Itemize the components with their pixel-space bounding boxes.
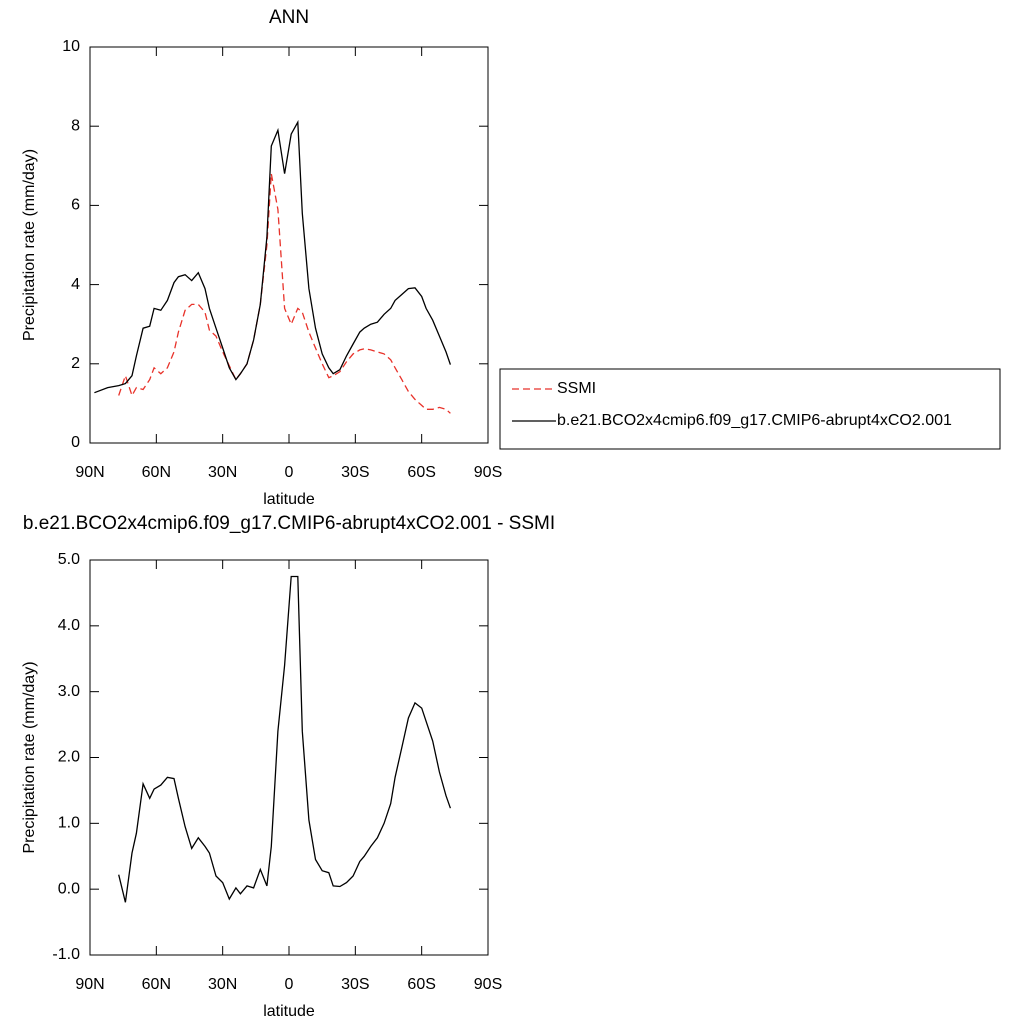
x-tick-label: 90S: [474, 976, 502, 993]
y-tick-label: 4: [71, 276, 80, 293]
x-tick-label: 0: [285, 464, 294, 481]
x-tick-label: 0: [285, 976, 294, 993]
y-tick-label: 0.0: [58, 880, 80, 897]
chart-title: b.e21.BCO2x4cmip6.f09_g17.CMIP6-abrupt4x…: [23, 513, 555, 534]
x-tick-label: 60N: [142, 976, 171, 993]
data-line: [94, 119, 452, 394]
y-tick-label: 2: [71, 355, 80, 372]
x-tick-label: 30S: [341, 976, 369, 993]
data-line: [118, 173, 451, 414]
x-tick-label: 60S: [407, 464, 435, 481]
x-axis-label: latitude: [263, 491, 315, 508]
plot-frame: [89, 46, 489, 444]
chart-title: ANN: [269, 7, 309, 28]
x-tick-label: 90N: [75, 976, 104, 993]
plot-frame: [89, 559, 489, 956]
y-tick-label: 10: [62, 38, 80, 55]
legend-box: [499, 368, 1001, 450]
y-axis-label: Precipitation rate (mm/day): [21, 661, 38, 853]
legend-label: b.e21.BCO2x4cmip6.f09_g17.CMIP6-abrupt4x…: [557, 412, 952, 429]
y-tick-label: 3.0: [58, 683, 80, 700]
y-tick-label: 6: [71, 197, 80, 214]
legend-label: SSMI: [557, 380, 596, 397]
data-line: [118, 575, 452, 903]
y-tick-label: 4.0: [58, 617, 80, 634]
y-tick-label: 5.0: [58, 551, 80, 568]
y-tick-label: 2.0: [58, 749, 80, 766]
y-axis-label: Precipitation rate (mm/day): [21, 149, 38, 341]
y-tick-label: -1.0: [52, 946, 80, 963]
x-axis-label: latitude: [263, 1003, 315, 1020]
x-tick-label: 30N: [208, 464, 237, 481]
x-tick-label: 90S: [474, 464, 502, 481]
x-tick-label: 30S: [341, 464, 369, 481]
x-tick-label: 90N: [75, 464, 104, 481]
y-tick-label: 0: [71, 434, 80, 451]
y-tick-label: 8: [71, 117, 80, 134]
x-tick-label: 60N: [142, 464, 171, 481]
x-tick-label: 30N: [208, 976, 237, 993]
x-tick-label: 60S: [407, 976, 435, 993]
y-tick-label: 1.0: [58, 815, 80, 832]
